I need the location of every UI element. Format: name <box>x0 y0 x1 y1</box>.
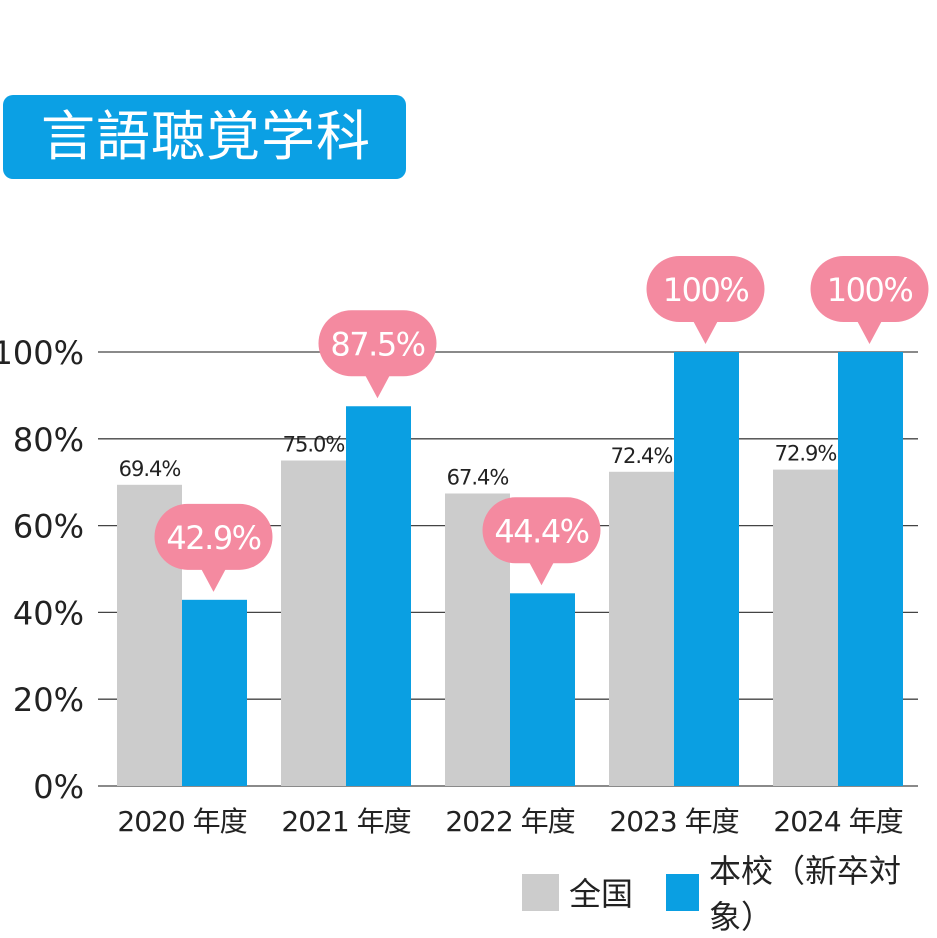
data-label-school-bubble: 100% <box>646 256 765 344</box>
x-tick-label: 2021 年度 <box>281 805 410 838</box>
data-label-school: 42.9% <box>166 519 260 557</box>
data-label-national: 69.4% <box>119 457 181 481</box>
legend-national-swatch <box>522 873 559 911</box>
bar-school <box>674 352 739 786</box>
data-label-school: 87.5% <box>330 325 424 363</box>
x-tick-label: 2022 年度 <box>445 805 574 838</box>
bars <box>117 352 903 786</box>
bubble-body <box>318 310 437 377</box>
data-label-school-bubble: 87.5% <box>318 310 437 399</box>
bubble-body <box>646 256 765 322</box>
bar-national <box>281 460 346 786</box>
title-badge: 言語聴覚学科 <box>3 95 406 179</box>
legend-national-label: 全国 <box>569 875 634 913</box>
bar-school <box>346 406 411 786</box>
bubble-body <box>810 256 929 322</box>
bubble-pointer <box>854 316 885 344</box>
bar-school <box>182 599 247 786</box>
y-tick-label: 0% <box>33 768 84 806</box>
data-label-school-bubble: 42.9% <box>154 503 273 592</box>
y-tick-label: 80% <box>13 421 84 459</box>
x-tick-label: 2023 年度 <box>609 805 738 838</box>
legend-school-swatch <box>666 873 699 911</box>
y-axis-tick-labels: 0% 20% 40% 60% 80% 100% <box>0 334 84 806</box>
y-tick-label: 40% <box>13 594 84 632</box>
bubble-pointer <box>198 563 229 592</box>
data-label-school: 100% <box>663 271 749 309</box>
x-axis-tick-labels: 2020 年度 2021 年度 2022 年度 2023 年度 2024 年度 <box>117 805 903 838</box>
bar-school <box>510 593 575 786</box>
data-label-national: 72.4% <box>611 444 673 468</box>
legend-school-label: 本校（新卒対象） <box>708 852 901 936</box>
data-label-school-bubble: 100% <box>810 256 929 344</box>
y-tick-label: 60% <box>13 508 84 546</box>
bubble-pointer <box>362 370 393 399</box>
y-tick-label: 100% <box>0 334 84 372</box>
data-labels: 69.4% 42.9% 75.0% 87.5% 67.4% 44.4% 72.4% 100% 7… <box>119 256 929 592</box>
bar-school <box>838 352 903 786</box>
bubble-pointer <box>690 316 721 344</box>
bubble-body <box>154 503 273 570</box>
data-label-school-bubble: 44.4% <box>482 497 601 586</box>
x-tick-label: 2024 年度 <box>773 805 902 838</box>
data-label-national: 67.4% <box>447 465 509 489</box>
legend-school: 本校（新卒対象） <box>666 852 937 936</box>
legend-national: 全国 <box>522 872 634 913</box>
chart-title: 言語聴覚学科 <box>41 105 371 168</box>
bubble-pointer <box>526 557 557 586</box>
bar-national <box>773 469 838 786</box>
x-tick-label: 2020 年度 <box>117 805 246 838</box>
data-label-national: 72.9% <box>775 442 837 466</box>
bar-national <box>609 471 674 786</box>
data-label-national: 75.0% <box>283 433 345 457</box>
y-tick-label: 20% <box>13 681 84 719</box>
bar-chart: 0%20%40%60%80%100% 69.4%42.9%75.0%87.5%6… <box>0 256 929 838</box>
data-label-school: 44.4% <box>494 512 588 550</box>
data-label-school: 100% <box>827 271 913 309</box>
bubble-body <box>482 497 601 564</box>
